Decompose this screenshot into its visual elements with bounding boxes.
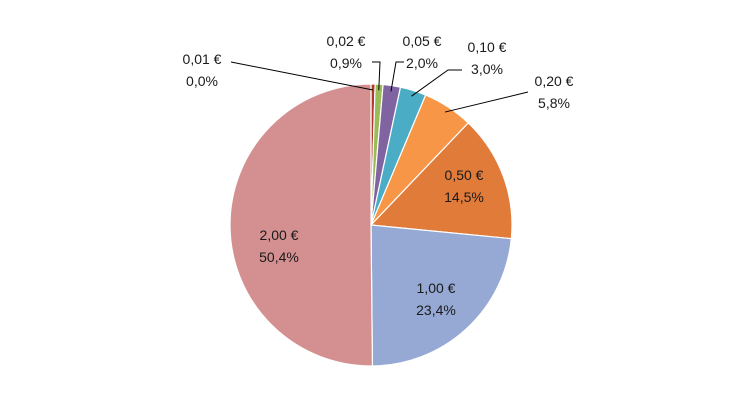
slice-percent-label: 5,8%	[538, 95, 570, 111]
leader-line-0-20	[444, 91, 529, 113]
slice-label-0-01: 0,01 € 0,0%	[183, 51, 222, 89]
slice-label-0-50: 0,50 € 14,5%	[444, 167, 484, 205]
slice-labels: 0,01 € 0,0% 0,02 € 0,9% 0,05 € 2,0% 0,10 € 3,0%…	[183, 33, 574, 318]
slice-percent-label: 50,4%	[259, 249, 299, 265]
slice-category-label: 0,01 €	[183, 51, 222, 67]
slice-percent-label: 0,0%	[186, 73, 218, 89]
slice-label-1-00: 1,00 € 23,4%	[416, 280, 456, 318]
pie-slice-1-00	[370, 224, 512, 367]
leader-line-0-02	[372, 61, 381, 91]
slice-category-label: 0,50 €	[445, 167, 484, 183]
slice-label-0-10: 0,10 € 3,0%	[468, 39, 507, 77]
slice-label-0-20: 0,20 € 5,8%	[535, 73, 574, 111]
slice-label-0-02: 0,02 € 0,9%	[327, 33, 366, 71]
slice-category-label: 0,05 €	[403, 33, 442, 49]
pie-slices	[229, 83, 513, 367]
slice-percent-label: 2,0%	[406, 55, 438, 71]
slice-category-label: 2,00 €	[260, 227, 299, 243]
slice-percent-label: 0,9%	[330, 55, 362, 71]
leader-line-0-10	[411, 69, 462, 97]
slice-category-label: 0,10 €	[468, 39, 507, 55]
slice-category-label: 1,00 €	[417, 280, 456, 296]
leader-line-0-05	[390, 61, 404, 92]
slice-percent-label: 23,4%	[416, 302, 456, 318]
pie-slice-2-00	[229, 83, 374, 367]
slice-category-label: 0,20 €	[535, 73, 574, 89]
slice-percent-label: 14,5%	[444, 189, 484, 205]
pie-slice-0-50	[369, 122, 513, 240]
slice-label-2-00: 2,00 € 50,4%	[259, 227, 299, 265]
slice-label-0-05: 0,05 € 2,0%	[403, 33, 442, 71]
leader-line-0-01	[230, 61, 374, 91]
leader-lines	[230, 61, 529, 113]
slice-percent-label: 3,0%	[471, 61, 503, 77]
slice-category-label: 0,02 €	[327, 33, 366, 49]
